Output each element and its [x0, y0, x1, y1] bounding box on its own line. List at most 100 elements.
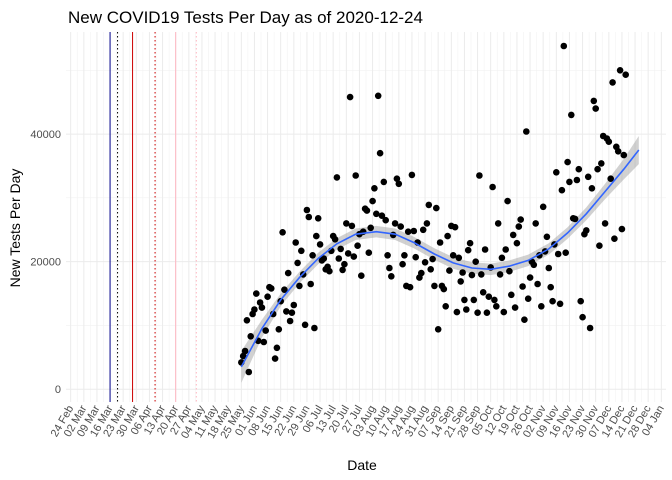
data-points	[238, 42, 629, 376]
data-point	[547, 283, 554, 291]
data-point	[562, 249, 569, 256]
data-point	[493, 303, 500, 310]
data-point	[489, 183, 496, 191]
data-point	[256, 299, 264, 306]
data-point	[440, 285, 448, 293]
data-point	[243, 317, 251, 324]
data-point	[352, 172, 360, 179]
data-point	[584, 173, 592, 181]
data-point	[553, 169, 560, 176]
smooth-trend-line	[240, 149, 640, 368]
data-point	[577, 297, 584, 305]
data-point	[369, 197, 376, 205]
data-point	[568, 111, 575, 119]
data-point	[252, 290, 260, 297]
data-point	[423, 220, 431, 227]
data-point	[268, 285, 275, 292]
data-point	[444, 232, 451, 240]
data-point	[344, 250, 352, 257]
data-point	[251, 306, 258, 313]
data-point	[307, 280, 315, 288]
data-point	[303, 206, 311, 214]
data-point	[519, 283, 526, 290]
data-point	[534, 280, 541, 288]
data-point	[502, 246, 510, 253]
data-point	[463, 306, 470, 313]
data-point	[301, 321, 309, 329]
data-point	[618, 225, 626, 233]
data-point	[367, 224, 375, 232]
data-point	[399, 260, 406, 268]
data-point	[455, 254, 463, 262]
data-point	[337, 245, 345, 253]
data-point	[296, 282, 303, 290]
data-point	[498, 254, 506, 262]
data-point	[479, 289, 487, 296]
data-point	[281, 286, 288, 294]
data-point	[290, 301, 298, 309]
data-point	[346, 93, 354, 101]
data-point	[401, 252, 408, 259]
smooth-line	[240, 149, 640, 368]
data-point	[433, 204, 440, 212]
data-point	[241, 347, 249, 355]
data-point	[614, 148, 622, 155]
data-point	[262, 327, 270, 334]
data-point	[436, 239, 444, 246]
data-point	[496, 271, 504, 278]
data-point	[358, 272, 365, 280]
data-point	[339, 266, 346, 274]
data-point	[260, 338, 268, 346]
data-point	[365, 249, 373, 256]
data-point	[586, 324, 594, 332]
data-point	[348, 222, 356, 230]
data-point	[418, 269, 425, 277]
data-point	[404, 228, 412, 235]
smooth-confidence-band	[241, 136, 639, 383]
grid-lines	[66, 32, 666, 402]
y-tick-label: 40000	[30, 129, 61, 141]
y-tick-label: 0	[55, 384, 61, 396]
data-point	[408, 171, 416, 179]
data-point	[371, 185, 378, 192]
data-point	[451, 223, 459, 231]
data-point	[354, 242, 361, 249]
data-point	[459, 269, 466, 276]
data-point	[388, 273, 395, 280]
data-point	[421, 259, 429, 266]
data-point	[314, 215, 322, 222]
data-point	[442, 303, 450, 310]
data-point	[386, 264, 393, 272]
data-point	[517, 216, 524, 223]
data-point	[341, 260, 348, 268]
data-point	[294, 259, 301, 267]
data-point	[374, 92, 382, 100]
data-point	[598, 160, 605, 167]
data-point	[273, 344, 281, 352]
data-point	[508, 291, 515, 299]
data-point	[283, 308, 290, 315]
data-point	[472, 258, 480, 266]
data-point	[305, 213, 313, 221]
y-axis-ticks: 0 20000 40000	[30, 129, 61, 396]
data-point	[378, 212, 386, 219]
data-point	[526, 274, 534, 281]
data-point	[524, 295, 532, 303]
data-point	[384, 252, 391, 259]
data-point	[239, 352, 247, 360]
policy-reference-lines	[109, 32, 197, 402]
data-point	[292, 239, 300, 246]
data-point	[247, 333, 254, 340]
data-point	[461, 296, 468, 304]
data-point	[311, 324, 318, 332]
data-point	[391, 220, 399, 227]
data-point	[395, 180, 403, 188]
x-axis-label: Date	[347, 457, 377, 473]
data-point	[258, 304, 266, 311]
data-point	[446, 267, 453, 274]
data-point	[457, 278, 465, 285]
data-point	[590, 97, 598, 105]
data-point	[335, 255, 343, 262]
data-point	[286, 317, 294, 325]
